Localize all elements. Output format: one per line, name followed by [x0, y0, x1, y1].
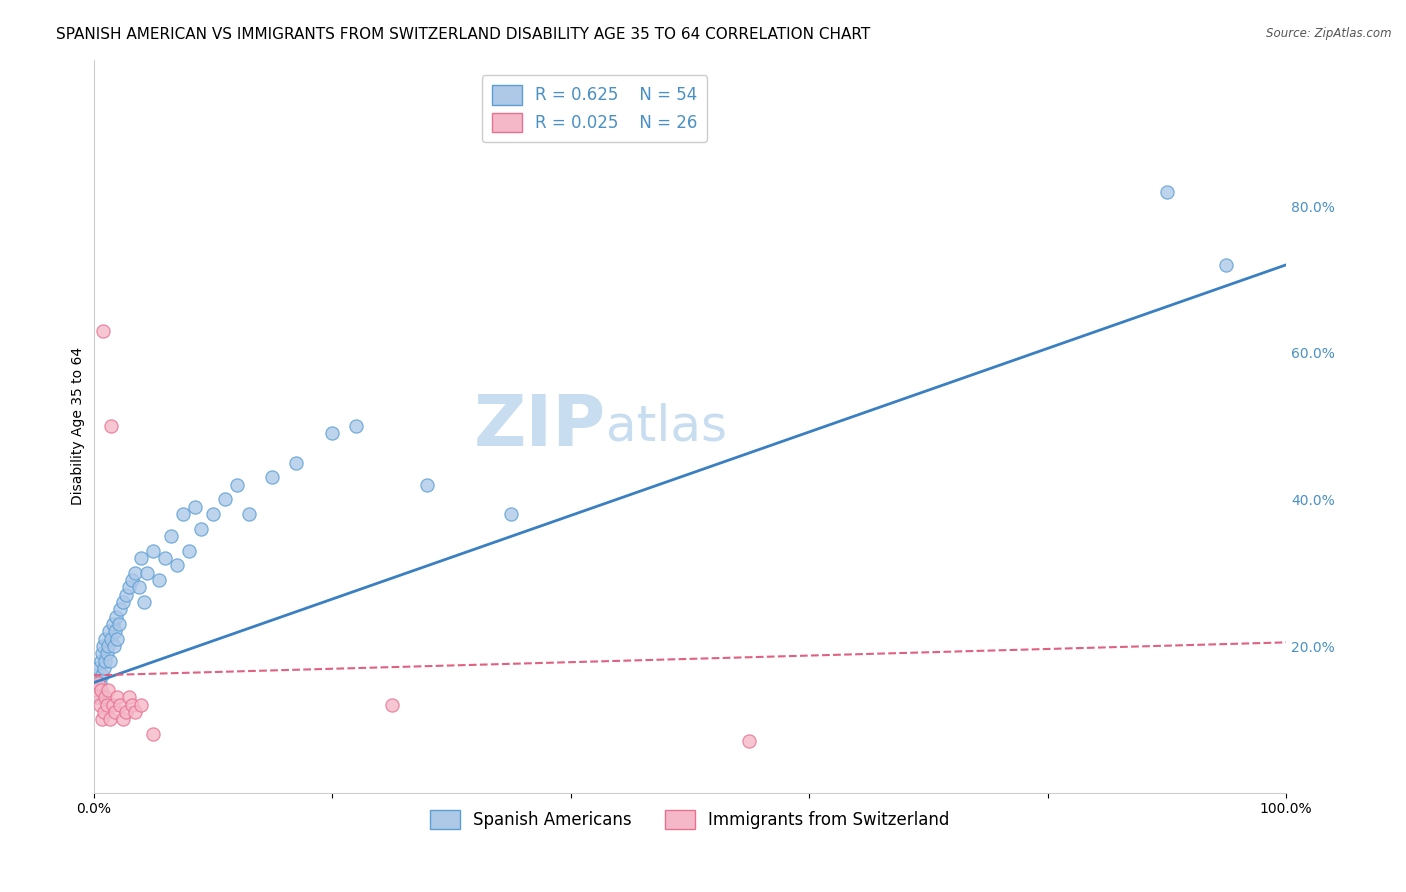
Point	[89, 690, 111, 705]
Point	[124, 705, 146, 719]
Point	[93, 705, 115, 719]
Point	[104, 624, 127, 639]
Point	[90, 683, 112, 698]
Text: Source: ZipAtlas.com: Source: ZipAtlas.com	[1267, 27, 1392, 40]
Point	[94, 654, 117, 668]
Point	[118, 581, 141, 595]
Point	[201, 507, 224, 521]
Point	[285, 456, 308, 470]
Point	[103, 639, 125, 653]
Point	[142, 727, 165, 741]
Text: SPANISH AMERICAN VS IMMIGRANTS FROM SWITZERLAND DISABILITY AGE 35 TO 64 CORRELAT: SPANISH AMERICAN VS IMMIGRANTS FROM SWIT…	[56, 27, 870, 42]
Point	[177, 543, 200, 558]
Point	[114, 705, 136, 719]
Point	[108, 698, 131, 712]
Point	[1215, 258, 1237, 272]
Point	[107, 617, 129, 632]
Point	[101, 617, 124, 632]
Point	[96, 698, 118, 712]
Point	[96, 646, 118, 660]
Legend: Spanish Americans, Immigrants from Switzerland: Spanish Americans, Immigrants from Switz…	[423, 803, 956, 836]
Point	[321, 426, 343, 441]
Point	[160, 529, 183, 543]
Y-axis label: Disability Age 35 to 64: Disability Age 35 to 64	[72, 347, 86, 505]
Point	[91, 639, 114, 653]
Point	[416, 477, 439, 491]
Point	[90, 668, 112, 682]
Point	[136, 566, 159, 580]
Point	[84, 668, 107, 682]
Point	[121, 698, 143, 712]
Point	[90, 712, 112, 726]
Point	[184, 500, 207, 514]
Point	[93, 661, 115, 675]
Point	[738, 734, 761, 748]
Point	[84, 683, 107, 698]
Point	[114, 588, 136, 602]
Point	[132, 595, 155, 609]
Point	[129, 551, 152, 566]
Point	[98, 654, 121, 668]
Point	[499, 507, 522, 521]
Point	[118, 690, 141, 705]
Point	[100, 419, 122, 434]
Point	[112, 595, 135, 609]
Point	[86, 690, 108, 705]
Point	[108, 602, 131, 616]
Point	[91, 324, 114, 338]
Point	[262, 470, 284, 484]
Point	[94, 632, 117, 646]
Text: ZIP: ZIP	[474, 392, 606, 460]
Point	[97, 683, 120, 698]
Point	[87, 661, 110, 675]
Point	[89, 698, 111, 712]
Point	[1156, 185, 1178, 199]
Point	[121, 573, 143, 587]
Point	[94, 690, 117, 705]
Point	[100, 632, 122, 646]
Point	[238, 507, 260, 521]
Point	[381, 698, 404, 712]
Point	[172, 507, 194, 521]
Point	[225, 477, 247, 491]
Point	[107, 632, 129, 646]
Point	[153, 551, 176, 566]
Point	[107, 690, 129, 705]
Point	[128, 581, 150, 595]
Point	[101, 698, 124, 712]
Point	[214, 492, 236, 507]
Text: atlas: atlas	[606, 402, 727, 450]
Point	[148, 573, 170, 587]
Point	[344, 419, 367, 434]
Point	[98, 624, 121, 639]
Point	[112, 712, 135, 726]
Point	[129, 698, 152, 712]
Point	[87, 675, 110, 690]
Point	[124, 566, 146, 580]
Point	[98, 712, 121, 726]
Point	[97, 639, 120, 653]
Point	[89, 675, 111, 690]
Point	[166, 558, 188, 573]
Point	[86, 683, 108, 698]
Point	[90, 654, 112, 668]
Point	[104, 705, 127, 719]
Point	[90, 646, 112, 660]
Point	[105, 609, 128, 624]
Point	[142, 543, 165, 558]
Point	[190, 522, 212, 536]
